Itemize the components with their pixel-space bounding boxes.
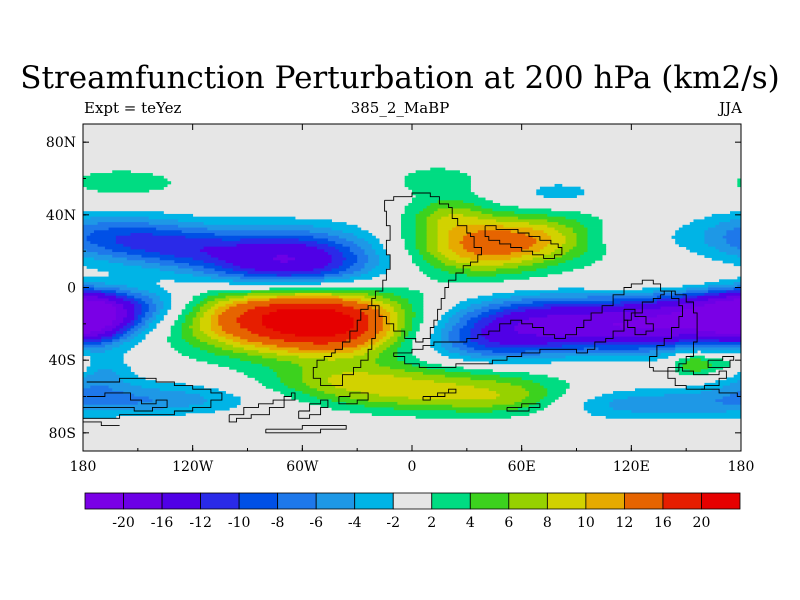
colorbar-label: -16: [151, 515, 174, 531]
colorbar-swatch: [238, 492, 279, 510]
coastline: [228, 392, 296, 423]
coastline: [312, 305, 376, 387]
season-label: JJA: [719, 99, 742, 117]
y-tick-label: 40S: [49, 353, 76, 369]
coastline: [83, 421, 120, 427]
colorbar-swatch: [315, 492, 356, 510]
colorbar-label: -6: [309, 515, 323, 531]
colorbar-label: 20: [693, 515, 711, 531]
coastline: [707, 356, 735, 368]
colorbar-label: 2: [427, 515, 436, 531]
colorbar-label: 6: [504, 515, 513, 531]
colorbar-swatch: [200, 492, 240, 510]
colorbar-swatch: [624, 492, 664, 510]
coastline: [393, 279, 665, 368]
chart-title: Streamfunction Perturbation at 200 hPa (…: [20, 60, 780, 96]
x-tick-label: 120W: [172, 459, 214, 475]
axis-layer: 180 120W 60W 0 60E 120E 180 80N 40N 0 40S 80S: [46, 124, 754, 475]
colorbar-swatch: [392, 492, 433, 510]
colorbar-label: 8: [543, 515, 552, 531]
colorbar-label: -10: [228, 515, 251, 531]
y-tick-label: 0: [67, 281, 76, 297]
y-tick-label: 80S: [49, 426, 76, 442]
x-tick-label: 120E: [613, 459, 650, 475]
coastline: [484, 225, 563, 259]
coastline: [83, 392, 168, 412]
colorbar-swatch: [123, 492, 163, 510]
colorbar-label: -12: [189, 515, 212, 531]
coastline: [422, 388, 457, 401]
colorbar-swatch: [354, 492, 394, 510]
colorbar-label: 4: [466, 515, 475, 531]
run-label: 385_2_MaBP: [350, 99, 450, 117]
colorbar-swatch: [662, 492, 702, 510]
experiment-label: Expt = teYez: [84, 99, 182, 117]
coastline: [338, 392, 369, 405]
colorbar-label: 10: [577, 515, 595, 531]
contour-fill-layer: [83, 124, 741, 451]
colorbar-label: -20: [112, 515, 135, 531]
x-tick-label: 60E: [508, 459, 536, 475]
colorbar-label: -4: [348, 515, 362, 531]
coastline: [298, 399, 329, 419]
colorbar-label: -2: [386, 515, 400, 531]
x-tick-label: 180: [70, 459, 97, 475]
coastline: [265, 425, 347, 434]
colorbar-swatch: [161, 492, 201, 510]
colorbar-label: 16: [654, 515, 672, 531]
x-tick-label: 180: [728, 459, 755, 475]
coastline: [506, 403, 541, 412]
coastline-layer: [83, 192, 741, 434]
colorbar-swatch: [84, 492, 124, 510]
colorbar-label: 12: [615, 515, 633, 531]
colorbar-swatch: [431, 492, 471, 510]
x-tick-label: 0: [408, 459, 417, 475]
coastline: [83, 377, 223, 419]
x-tick-label: 60W: [286, 459, 319, 475]
coastline: [667, 366, 727, 390]
coastline: [700, 388, 741, 401]
coastline: [371, 192, 482, 343]
coastline: [623, 308, 654, 336]
colorbar: -20 -16 -12 -10 -8 -6 -4 -2 2 4 6 8 10 12 16 20: [84, 492, 741, 531]
y-tick-label: 40N: [46, 208, 76, 224]
coastline: [649, 290, 698, 372]
colorbar-swatch: [508, 492, 548, 510]
colorbar-swatch: [585, 492, 625, 510]
y-tick-label: 80N: [46, 135, 76, 151]
colorbar-swatch: [469, 492, 510, 510]
colorbar-swatch: [277, 492, 317, 510]
colorbar-swatch: [546, 492, 587, 510]
colorbar-label: -8: [271, 515, 285, 531]
colorbar-swatch: [701, 492, 741, 510]
